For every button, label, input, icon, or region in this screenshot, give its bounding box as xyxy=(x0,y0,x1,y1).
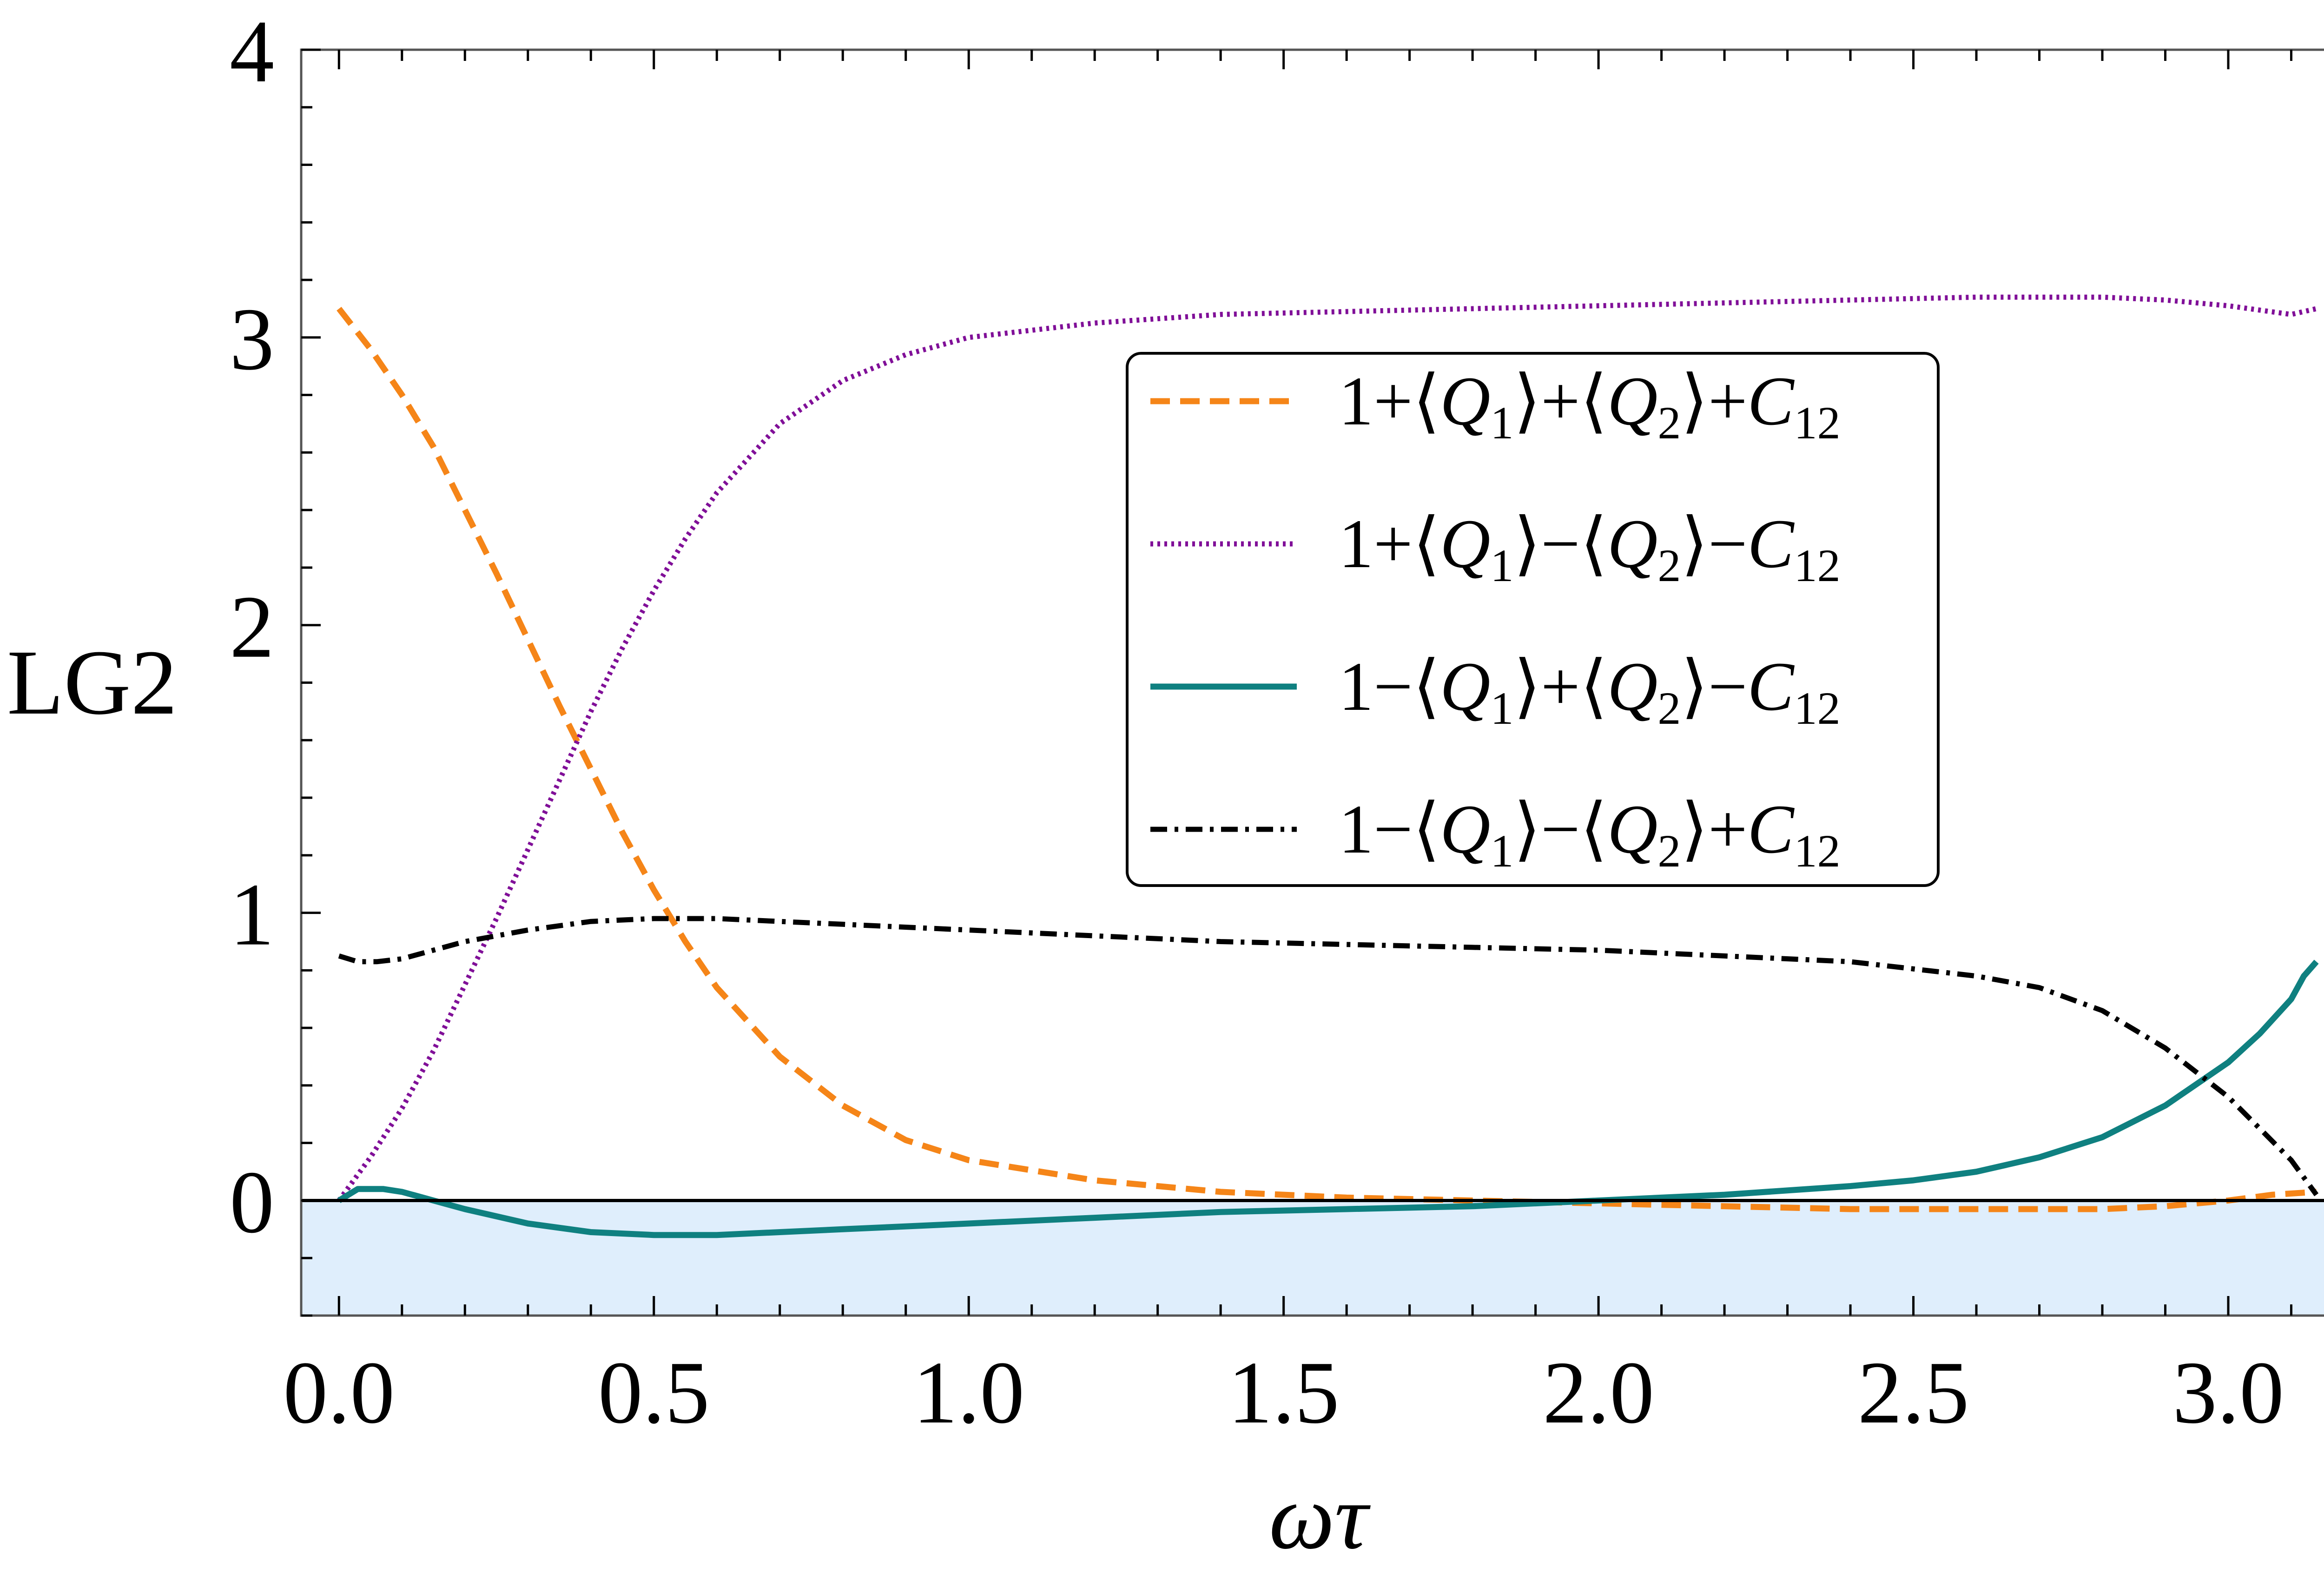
x-axis-title: ωτ xyxy=(1269,1466,1371,1568)
x-tick-label: 2.0 xyxy=(1543,1343,1654,1442)
legend-entry-3: 1−⟨Q1⟩+⟨Q2⟩−C12 xyxy=(1339,648,1841,734)
y-axis-title: LG2 xyxy=(7,631,178,734)
x-tick-label: 3.0 xyxy=(2172,1343,2284,1442)
legend-box xyxy=(1126,352,1940,887)
x-tick-label: 2.5 xyxy=(1858,1343,1969,1442)
legend-entry-4: 1−⟨Q1⟩−⟨Q2⟩+C12 xyxy=(1339,791,1841,877)
y-tick-label: 3 xyxy=(230,290,274,389)
legend-entry-2: 1+⟨Q1⟩−⟨Q2⟩−C12 xyxy=(1339,505,1841,591)
series-line-4 xyxy=(338,916,2319,1197)
x-tick-label: 0.0 xyxy=(283,1343,395,1442)
x-tick-label: 0.5 xyxy=(598,1343,710,1442)
series-line-3 xyxy=(337,959,2319,1238)
y-tick-label: 4 xyxy=(230,2,274,101)
series-line-1 xyxy=(337,306,2317,1212)
axis-labels: 0.0 0.5 1.0 1.5 2.0 2.5 3.0 0 1 2 3 4 ωτ LG2 xyxy=(7,2,2284,1568)
y-tick-label: 0 xyxy=(230,1152,274,1251)
negative-region-band xyxy=(301,1200,2324,1316)
axis-ticks xyxy=(301,48,2293,1317)
y-tick-label: 2 xyxy=(230,577,274,676)
x-tick-label: 1.0 xyxy=(913,1343,1024,1442)
legend-entry-1: 1+⟨Q1⟩+⟨Q2⟩+C12 xyxy=(1339,363,1841,449)
x-tick-label: 1.5 xyxy=(1228,1343,1340,1442)
series-lines xyxy=(337,294,2319,1238)
legend: 1+⟨Q1⟩+⟨Q2⟩+C12 1+⟨Q1⟩−⟨Q2⟩−C12 1−⟨Q1⟩+⟨Q2… xyxy=(1126,352,1940,887)
y-tick-label: 1 xyxy=(230,865,274,964)
negative-region-shading xyxy=(301,1200,2324,1316)
